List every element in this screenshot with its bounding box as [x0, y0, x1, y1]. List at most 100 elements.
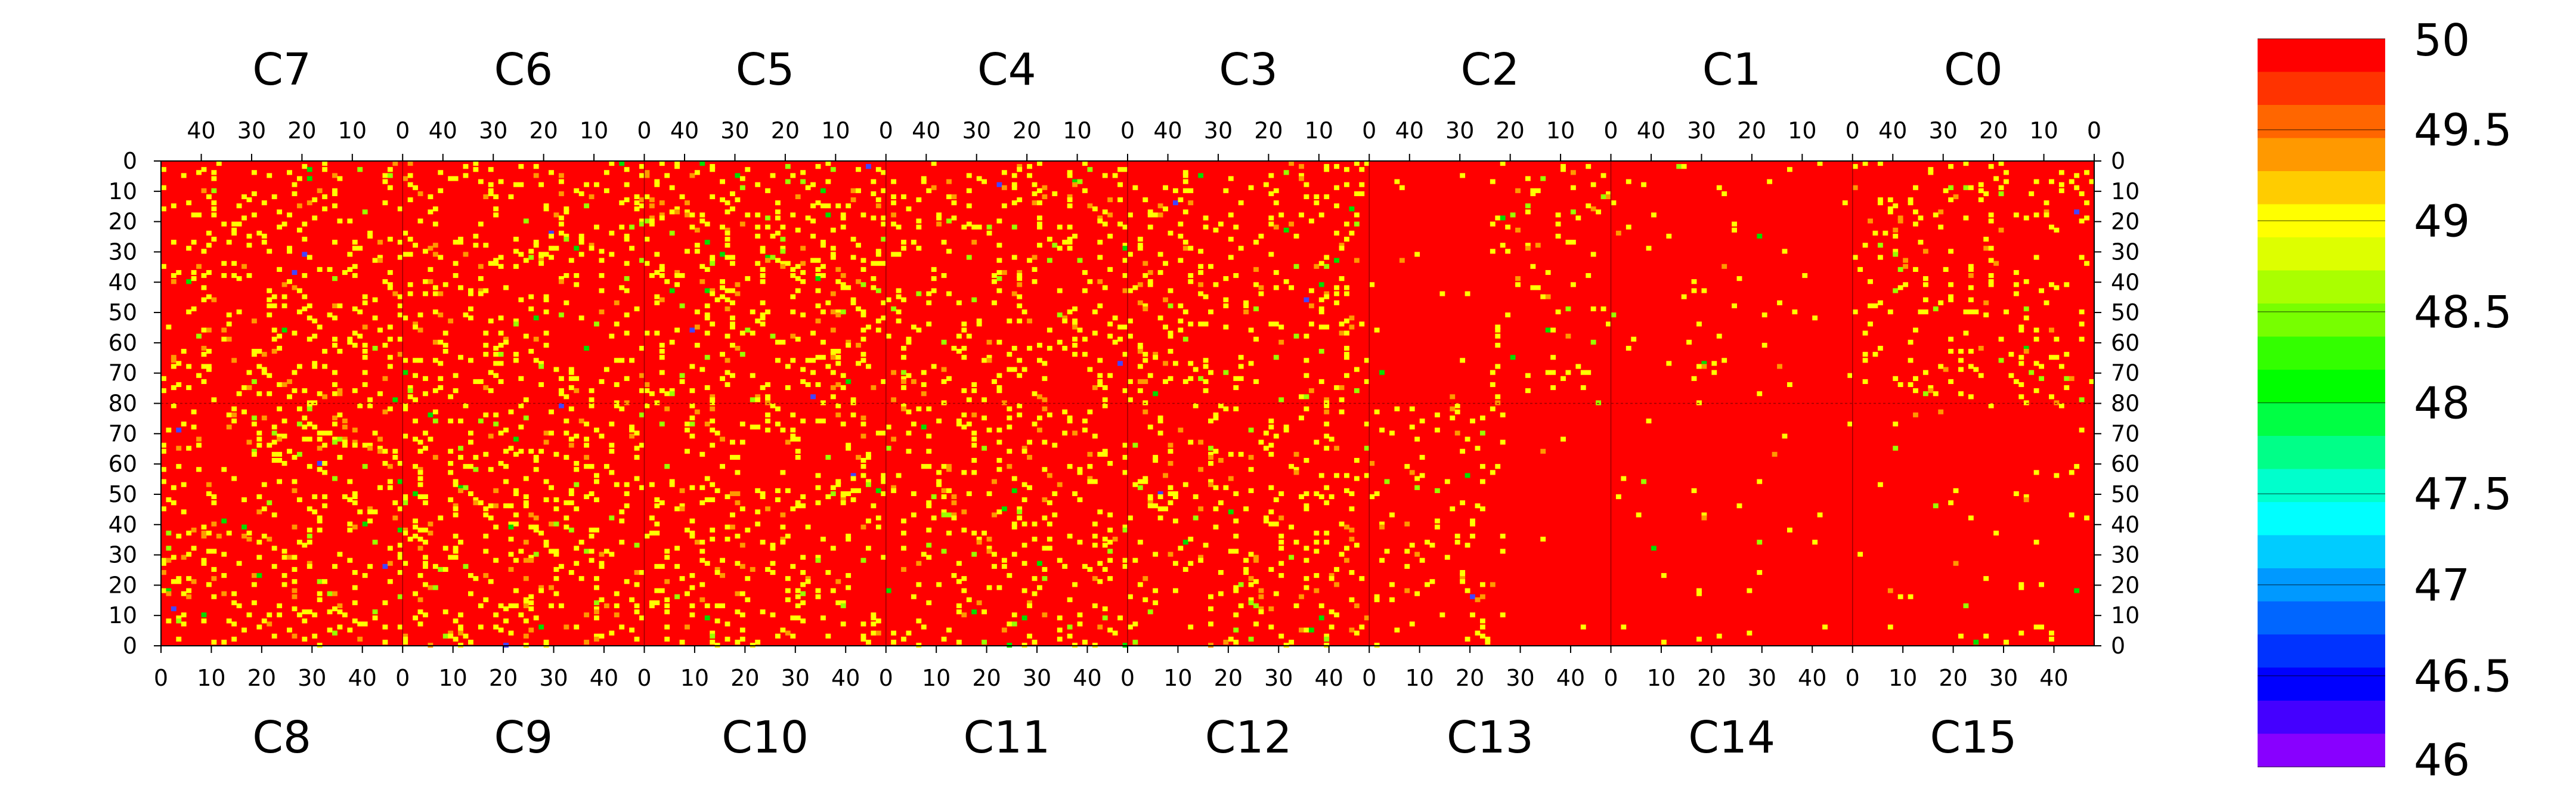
heatmap-cell — [413, 436, 418, 442]
heatmap-cell — [1399, 258, 1405, 263]
heatmap-cell — [261, 415, 267, 420]
heatmap-cell — [538, 182, 544, 187]
heatmap-cell — [1072, 336, 1078, 342]
heatmap-cell — [236, 221, 242, 227]
heatmap-cell — [578, 237, 584, 242]
heatmap-cell — [246, 233, 252, 239]
heatmap-cell — [956, 603, 962, 608]
heatmap-cell — [760, 385, 766, 391]
heatmap-cell — [1057, 224, 1063, 230]
heatmap-cell — [1691, 288, 1697, 293]
heatmap-cell — [1903, 282, 1909, 287]
y-tick-label-left: 0 — [123, 633, 137, 659]
heatmap-cell — [468, 639, 473, 645]
heatmap-cell — [1132, 621, 1138, 627]
heatmap-cell — [1515, 188, 1521, 193]
heatmap-cell — [2008, 352, 2014, 357]
heatmap-cell — [453, 479, 459, 484]
heatmap-cell — [649, 273, 655, 278]
heatmap-cell — [1153, 454, 1159, 460]
heatmap-cell — [820, 537, 826, 542]
x-tick-label-top: 20 — [771, 117, 800, 144]
heatmap-cell — [226, 312, 232, 318]
heatmap-cell — [2033, 361, 2039, 366]
heatmap-cell — [1072, 321, 1078, 327]
heatmap-cell — [1394, 406, 1400, 411]
heatmap-cell — [1540, 176, 1546, 181]
heatmap-cell — [1087, 279, 1093, 284]
heatmap-cell — [211, 494, 217, 500]
heatmap-cell — [533, 467, 539, 472]
heatmap-cell — [543, 297, 549, 302]
heatmap-cell — [332, 476, 338, 481]
heatmap-cell — [1238, 364, 1244, 369]
heatmap-cell — [498, 361, 504, 366]
x-tick-label-top: 10 — [1063, 117, 1091, 144]
heatmap-cell — [2039, 288, 2044, 293]
heatmap-cell — [1349, 627, 1355, 633]
heatmap-cell — [956, 639, 962, 645]
x-tick-label-bottom: 20 — [1456, 665, 1484, 691]
heatmap-cell — [256, 555, 262, 560]
heatmap-cell — [1349, 537, 1355, 542]
heatmap-cell — [2079, 428, 2085, 433]
heatmap-cell — [483, 451, 489, 457]
heatmap-cell — [603, 549, 609, 554]
heatmap-cell — [322, 494, 328, 500]
heatmap-cell — [689, 603, 695, 608]
heatmap-cell — [1092, 543, 1098, 548]
heatmap-cell — [1495, 464, 1501, 469]
heatmap-cell — [432, 291, 438, 296]
heatmap-cell — [382, 624, 388, 630]
heatmap-cell — [654, 530, 660, 536]
heatmap-cell — [362, 300, 368, 305]
heatmap-cell — [242, 215, 247, 221]
heatmap-cell — [800, 179, 806, 184]
heatmap-cell — [382, 600, 388, 605]
heatmap-cell — [1318, 306, 1324, 312]
heatmap-cell — [1525, 176, 1531, 181]
heatmap-cell — [986, 491, 992, 496]
heatmap-cell — [397, 312, 403, 318]
heatmap-cell — [1097, 358, 1103, 363]
heatmap-cell — [800, 494, 806, 500]
heatmap-cell — [1017, 164, 1023, 169]
panel-label-top: C1 — [1702, 44, 1761, 95]
heatmap-cell — [629, 627, 635, 633]
heatmap-cell — [478, 624, 484, 630]
heatmap-cell — [558, 391, 564, 397]
heatmap-cell — [906, 630, 912, 636]
heatmap-cell — [1334, 203, 1340, 209]
heatmap-cell — [306, 255, 312, 260]
heatmap-cell — [1983, 191, 1989, 196]
heatmap-cell — [1324, 409, 1330, 414]
heatmap-cell — [377, 327, 383, 333]
heatmap-cell — [941, 240, 947, 245]
heatmap-cell — [322, 503, 328, 509]
heatmap-cell — [765, 309, 770, 315]
heatmap-cell — [946, 249, 952, 254]
heatmap-cell — [1435, 428, 1440, 433]
heatmap-cell — [679, 303, 685, 308]
heatmap-cell — [609, 470, 615, 475]
heatmap-cell — [755, 318, 761, 324]
colorbar-tick-label: 47.5 — [2414, 469, 2512, 520]
heatmap-cell — [710, 633, 716, 639]
heatmap-cell — [1153, 503, 1159, 509]
heatmap-cell — [800, 170, 806, 175]
heatmap-cell — [503, 479, 509, 484]
heatmap-cell — [453, 533, 459, 539]
heatmap-cell — [1374, 642, 1380, 648]
heatmap-cell — [2013, 379, 2019, 384]
heatmap-cell — [735, 591, 741, 596]
heatmap-cell — [710, 397, 716, 402]
heatmap-cell — [1223, 639, 1229, 645]
heatmap-cell — [1943, 267, 1949, 272]
heatmap-cell — [191, 579, 197, 584]
x-tick-label-bottom: 40 — [2039, 665, 2068, 691]
heatmap-cell — [2023, 345, 2029, 351]
heatmap-cell — [1132, 558, 1138, 563]
heatmap-cell — [1052, 191, 1058, 196]
heatmap-cell — [1580, 624, 1586, 630]
heatmap-cell — [891, 488, 897, 493]
